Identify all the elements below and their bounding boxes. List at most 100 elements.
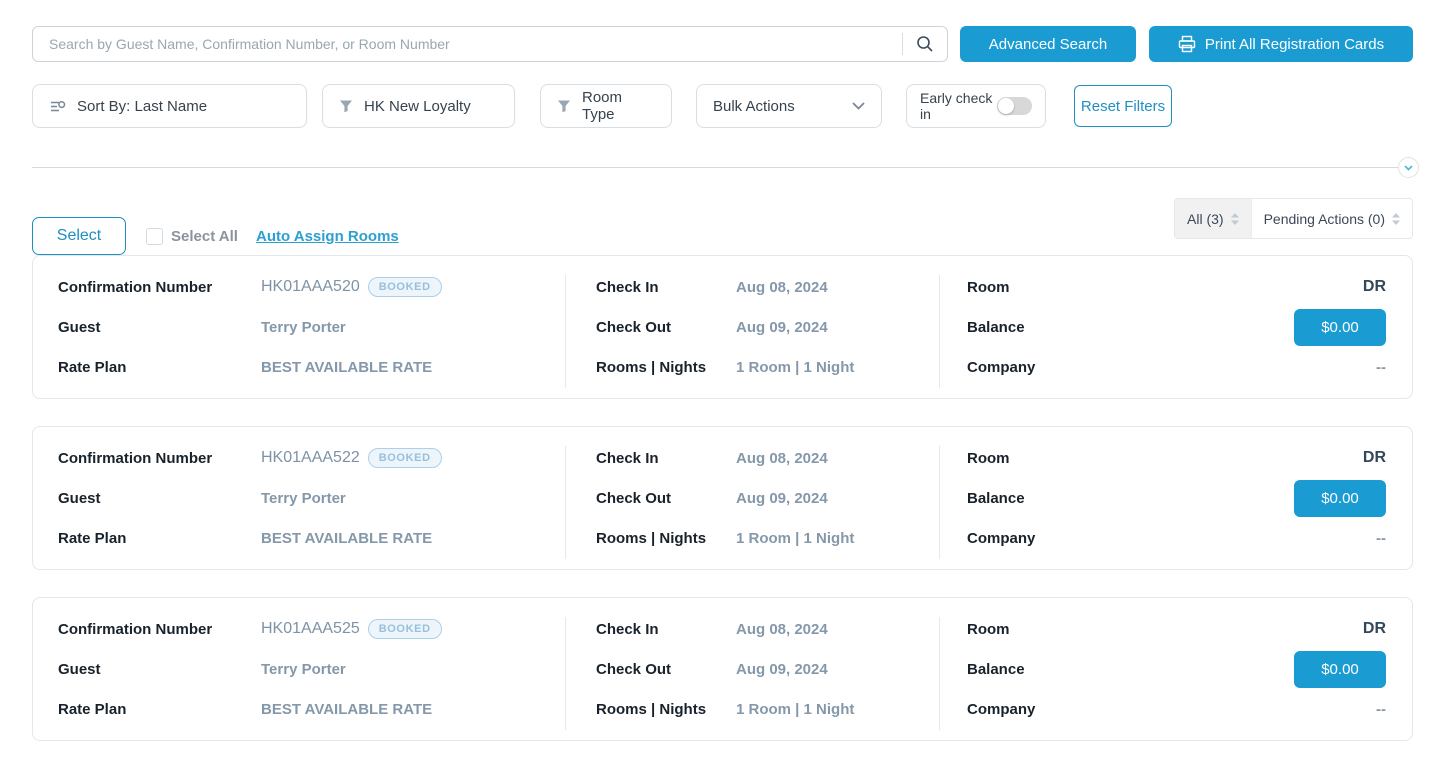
check-out-label: Check Out [596, 660, 672, 678]
search-divider [902, 33, 903, 55]
check-in-label: Check In [596, 449, 659, 467]
tab-pending-actions[interactable]: Pending Actions (0) [1250, 199, 1412, 238]
guest-value: Terry Porter [261, 660, 346, 678]
hk-new-loyalty-filter[interactable]: HK New Loyalty [322, 84, 515, 128]
card-account-column: Room DR Balance $0.00 Company -- [939, 267, 1412, 398]
company-value: -- [1376, 358, 1386, 376]
guest-label: Guest [58, 660, 101, 678]
card-column-divider [565, 617, 566, 730]
tab-all[interactable]: All (3) [1175, 199, 1251, 238]
collapse-chevron-icon [1404, 164, 1413, 171]
confirmation-number-value: HK01AAA525 [261, 620, 360, 637]
confirmation-number-label: Confirmation Number [58, 278, 213, 296]
status-badge: BOOKED [367, 277, 442, 297]
rate-plan-value: BEST AVAILABLE RATE [261, 700, 433, 718]
early-check-in-label: Early check in [920, 90, 993, 122]
company-value: -- [1376, 529, 1386, 547]
tab-all-label: All (3) [1187, 210, 1224, 227]
funnel-icon [339, 99, 353, 113]
collapse-filters-button[interactable] [1398, 157, 1419, 178]
balance-button[interactable]: $0.00 [1294, 650, 1386, 688]
card-guest-column: Confirmation Number HK01AAA520 BOOKED Gu… [33, 267, 565, 398]
select-all-checkbox[interactable] [146, 227, 163, 245]
rooms-nights-value: 1 Room | 1 Night [736, 700, 855, 718]
bulk-actions-label: Bulk Actions [713, 97, 795, 115]
early-check-in-toggle[interactable] [997, 97, 1032, 115]
status-badge: BOOKED [367, 619, 442, 639]
card-column-divider [939, 617, 940, 730]
reservation-card[interactable]: Confirmation Number HK01AAA520 BOOKED Gu… [32, 255, 1413, 399]
room-type-filter[interactable]: Room Type [540, 84, 672, 128]
confirmation-number-value: HK01AAA522 [261, 449, 360, 466]
company-label: Company [967, 700, 1036, 718]
toolbar-left-group: Select Select All Auto Assign Rooms [32, 217, 399, 255]
print-all-button[interactable]: Print All Registration Cards [1149, 26, 1413, 62]
sort-by-label: Sort By: Last Name [77, 97, 208, 115]
auto-assign-rooms-link[interactable]: Auto Assign Rooms [255, 227, 399, 245]
check-in-value: Aug 08, 2024 [736, 278, 828, 296]
chevron-down-icon [852, 102, 865, 110]
select-all-label: Select All [171, 227, 238, 245]
reservation-card[interactable]: Confirmation Number HK01AAA522 BOOKED Gu… [32, 426, 1413, 570]
rate-plan-value: BEST AVAILABLE RATE [261, 529, 433, 547]
rooms-nights-label: Rooms | Nights [596, 358, 707, 376]
list-tabs: All (3) Pending Actions (0) [1174, 198, 1413, 239]
balance-label: Balance [967, 660, 1025, 678]
room-label: Room [967, 278, 1010, 296]
bulk-actions-dropdown[interactable]: Bulk Actions [696, 84, 882, 128]
search-box[interactable] [32, 26, 948, 62]
company-label: Company [967, 358, 1036, 376]
rooms-nights-label: Rooms | Nights [596, 700, 707, 718]
rate-plan-value: BEST AVAILABLE RATE [261, 358, 433, 376]
confirmation-number-label: Confirmation Number [58, 449, 213, 467]
hk-new-loyalty-label: HK New Loyalty [364, 97, 471, 115]
company-value: -- [1376, 700, 1386, 718]
guest-label: Guest [58, 489, 101, 507]
early-check-in-control: Early check in [906, 84, 1046, 128]
rate-plan-label: Rate Plan [58, 700, 127, 718]
select-button[interactable]: Select [32, 217, 126, 255]
card-column-divider [565, 275, 566, 388]
company-label: Company [967, 529, 1036, 547]
check-in-value: Aug 08, 2024 [736, 620, 828, 638]
guest-value: Terry Porter [261, 318, 346, 336]
room-value: DR [1362, 620, 1386, 637]
guest-value: Terry Porter [261, 489, 346, 507]
check-in-label: Check In [596, 620, 659, 638]
status-badge: BOOKED [367, 448, 442, 468]
balance-button[interactable]: $0.00 [1294, 479, 1386, 517]
balance-label: Balance [967, 489, 1025, 507]
reset-filters-button[interactable]: Reset Filters [1074, 85, 1172, 127]
room-type-label: Room Type [582, 89, 623, 123]
funnel-icon [557, 99, 571, 113]
rooms-nights-value: 1 Room | 1 Night [736, 358, 855, 376]
card-stay-column: Check In Aug 08, 2024 Check Out Aug 09, … [565, 609, 939, 740]
toggle-knob [998, 98, 1014, 114]
reservation-card[interactable]: Confirmation Number HK01AAA525 BOOKED Gu… [32, 597, 1413, 741]
divider-line [32, 167, 1399, 168]
rate-plan-label: Rate Plan [58, 529, 127, 547]
guest-label: Guest [58, 318, 101, 336]
confirmation-number-label: Confirmation Number [58, 620, 213, 638]
rooms-nights-label: Rooms | Nights [596, 529, 707, 547]
check-in-label: Check In [596, 278, 659, 296]
search-icon[interactable] [915, 34, 935, 54]
sort-by-dropdown[interactable]: Sort By: Last Name [32, 84, 307, 128]
balance-label: Balance [967, 318, 1025, 336]
card-column-divider [565, 446, 566, 559]
balance-button[interactable]: $0.00 [1294, 308, 1386, 346]
check-out-value: Aug 09, 2024 [736, 660, 828, 678]
search-input[interactable] [49, 36, 902, 52]
advanced-search-button[interactable]: Advanced Search [960, 26, 1136, 62]
sorter-icon [1230, 212, 1239, 225]
filter-row: Sort By: Last Name HK New Loyalty Room T… [32, 84, 1413, 128]
check-out-value: Aug 09, 2024 [736, 489, 828, 507]
sorter-icon [1392, 212, 1400, 225]
printer-icon [1178, 35, 1196, 53]
card-stay-column: Check In Aug 08, 2024 Check Out Aug 09, … [565, 267, 939, 398]
card-column-divider [939, 275, 940, 388]
sort-icon [49, 98, 66, 115]
card-account-column: Room DR Balance $0.00 Company -- [939, 438, 1412, 569]
card-guest-column: Confirmation Number HK01AAA525 BOOKED Gu… [33, 609, 565, 740]
